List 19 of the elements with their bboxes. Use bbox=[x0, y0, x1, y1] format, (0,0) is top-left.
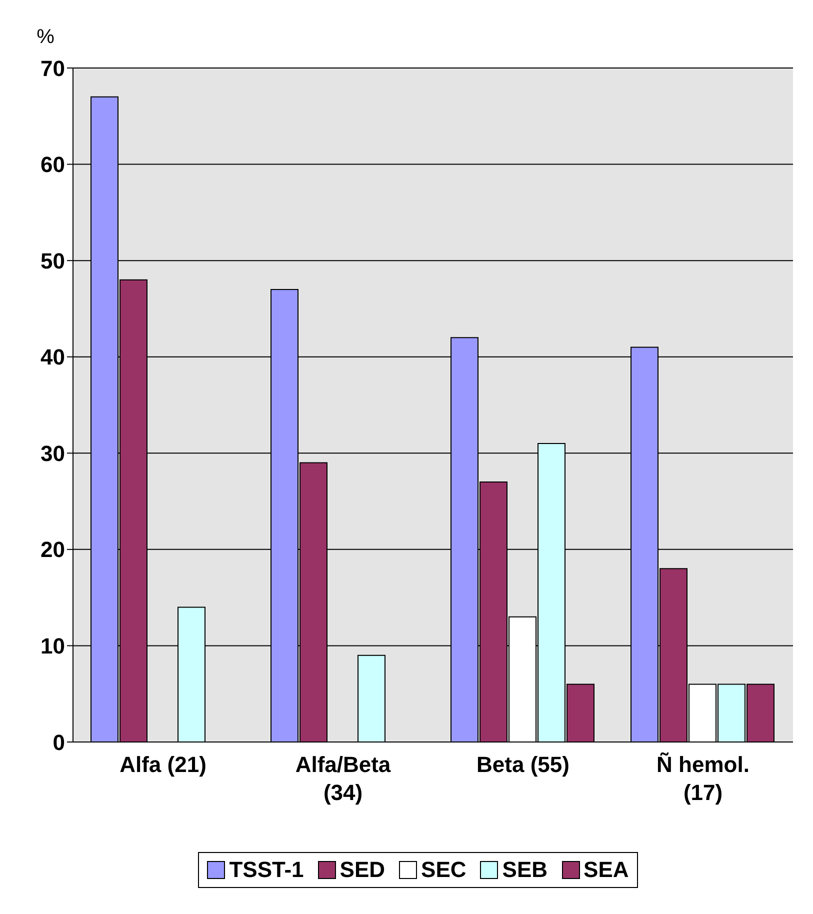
x-tick-label: Beta (55) bbox=[476, 752, 570, 777]
y-tick-label: 70 bbox=[40, 56, 65, 81]
x-tick-label: Ñ hemol. (17) bbox=[656, 752, 750, 805]
y-tick-label: 60 bbox=[40, 152, 65, 178]
y-tick-label: 30 bbox=[40, 440, 65, 466]
legend-label: SEB bbox=[502, 857, 548, 883]
y-tick-label: 10 bbox=[40, 634, 65, 659]
y-axis-title: % bbox=[36, 26, 55, 48]
y-tick-label: 20 bbox=[40, 537, 65, 562]
bar bbox=[358, 654, 386, 742]
x-tick-label: Alfa (21) bbox=[120, 752, 206, 777]
legend-label: SED bbox=[340, 857, 386, 883]
legend-label: SEC bbox=[421, 857, 466, 883]
y-tick-label: 40 bbox=[40, 344, 65, 370]
y-tick-label: 50 bbox=[40, 248, 65, 274]
legend-label: SEA bbox=[584, 857, 629, 883]
legend-label: TSST-1 bbox=[229, 857, 304, 883]
x-tick-label: Alfa/Beta (34) bbox=[295, 752, 392, 805]
y-tick-label: 0 bbox=[52, 730, 65, 755]
